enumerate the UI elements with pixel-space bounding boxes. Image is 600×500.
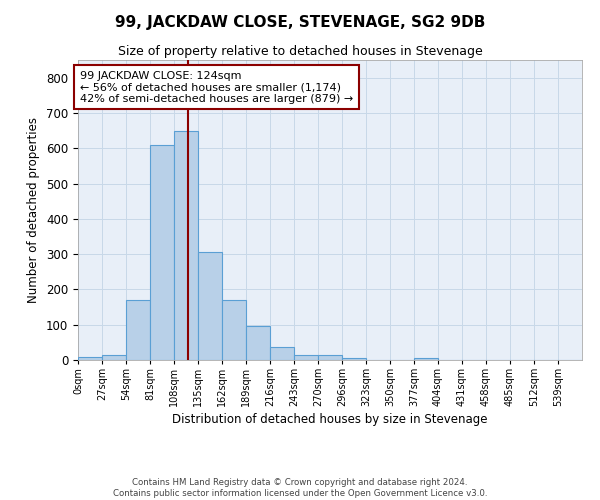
Text: Contains HM Land Registry data © Crown copyright and database right 2024.
Contai: Contains HM Land Registry data © Crown c… — [113, 478, 487, 498]
Bar — [246, 326, 270, 360]
Bar — [270, 346, 294, 360]
Bar — [78, 357, 102, 360]
Bar — [174, 130, 198, 360]
Bar — [150, 144, 174, 360]
Bar — [318, 355, 342, 360]
Bar — [102, 355, 126, 360]
Bar — [342, 358, 366, 360]
Bar — [414, 358, 438, 360]
Y-axis label: Number of detached properties: Number of detached properties — [28, 117, 40, 303]
Text: Size of property relative to detached houses in Stevenage: Size of property relative to detached ho… — [118, 45, 482, 58]
Bar — [198, 252, 222, 360]
Bar — [294, 355, 318, 360]
Text: 99, JACKDAW CLOSE, STEVENAGE, SG2 9DB: 99, JACKDAW CLOSE, STEVENAGE, SG2 9DB — [115, 15, 485, 30]
Bar — [222, 300, 246, 360]
Text: 99 JACKDAW CLOSE: 124sqm
← 56% of detached houses are smaller (1,174)
42% of sem: 99 JACKDAW CLOSE: 124sqm ← 56% of detach… — [80, 70, 353, 104]
X-axis label: Distribution of detached houses by size in Stevenage: Distribution of detached houses by size … — [172, 414, 488, 426]
Bar — [126, 300, 150, 360]
